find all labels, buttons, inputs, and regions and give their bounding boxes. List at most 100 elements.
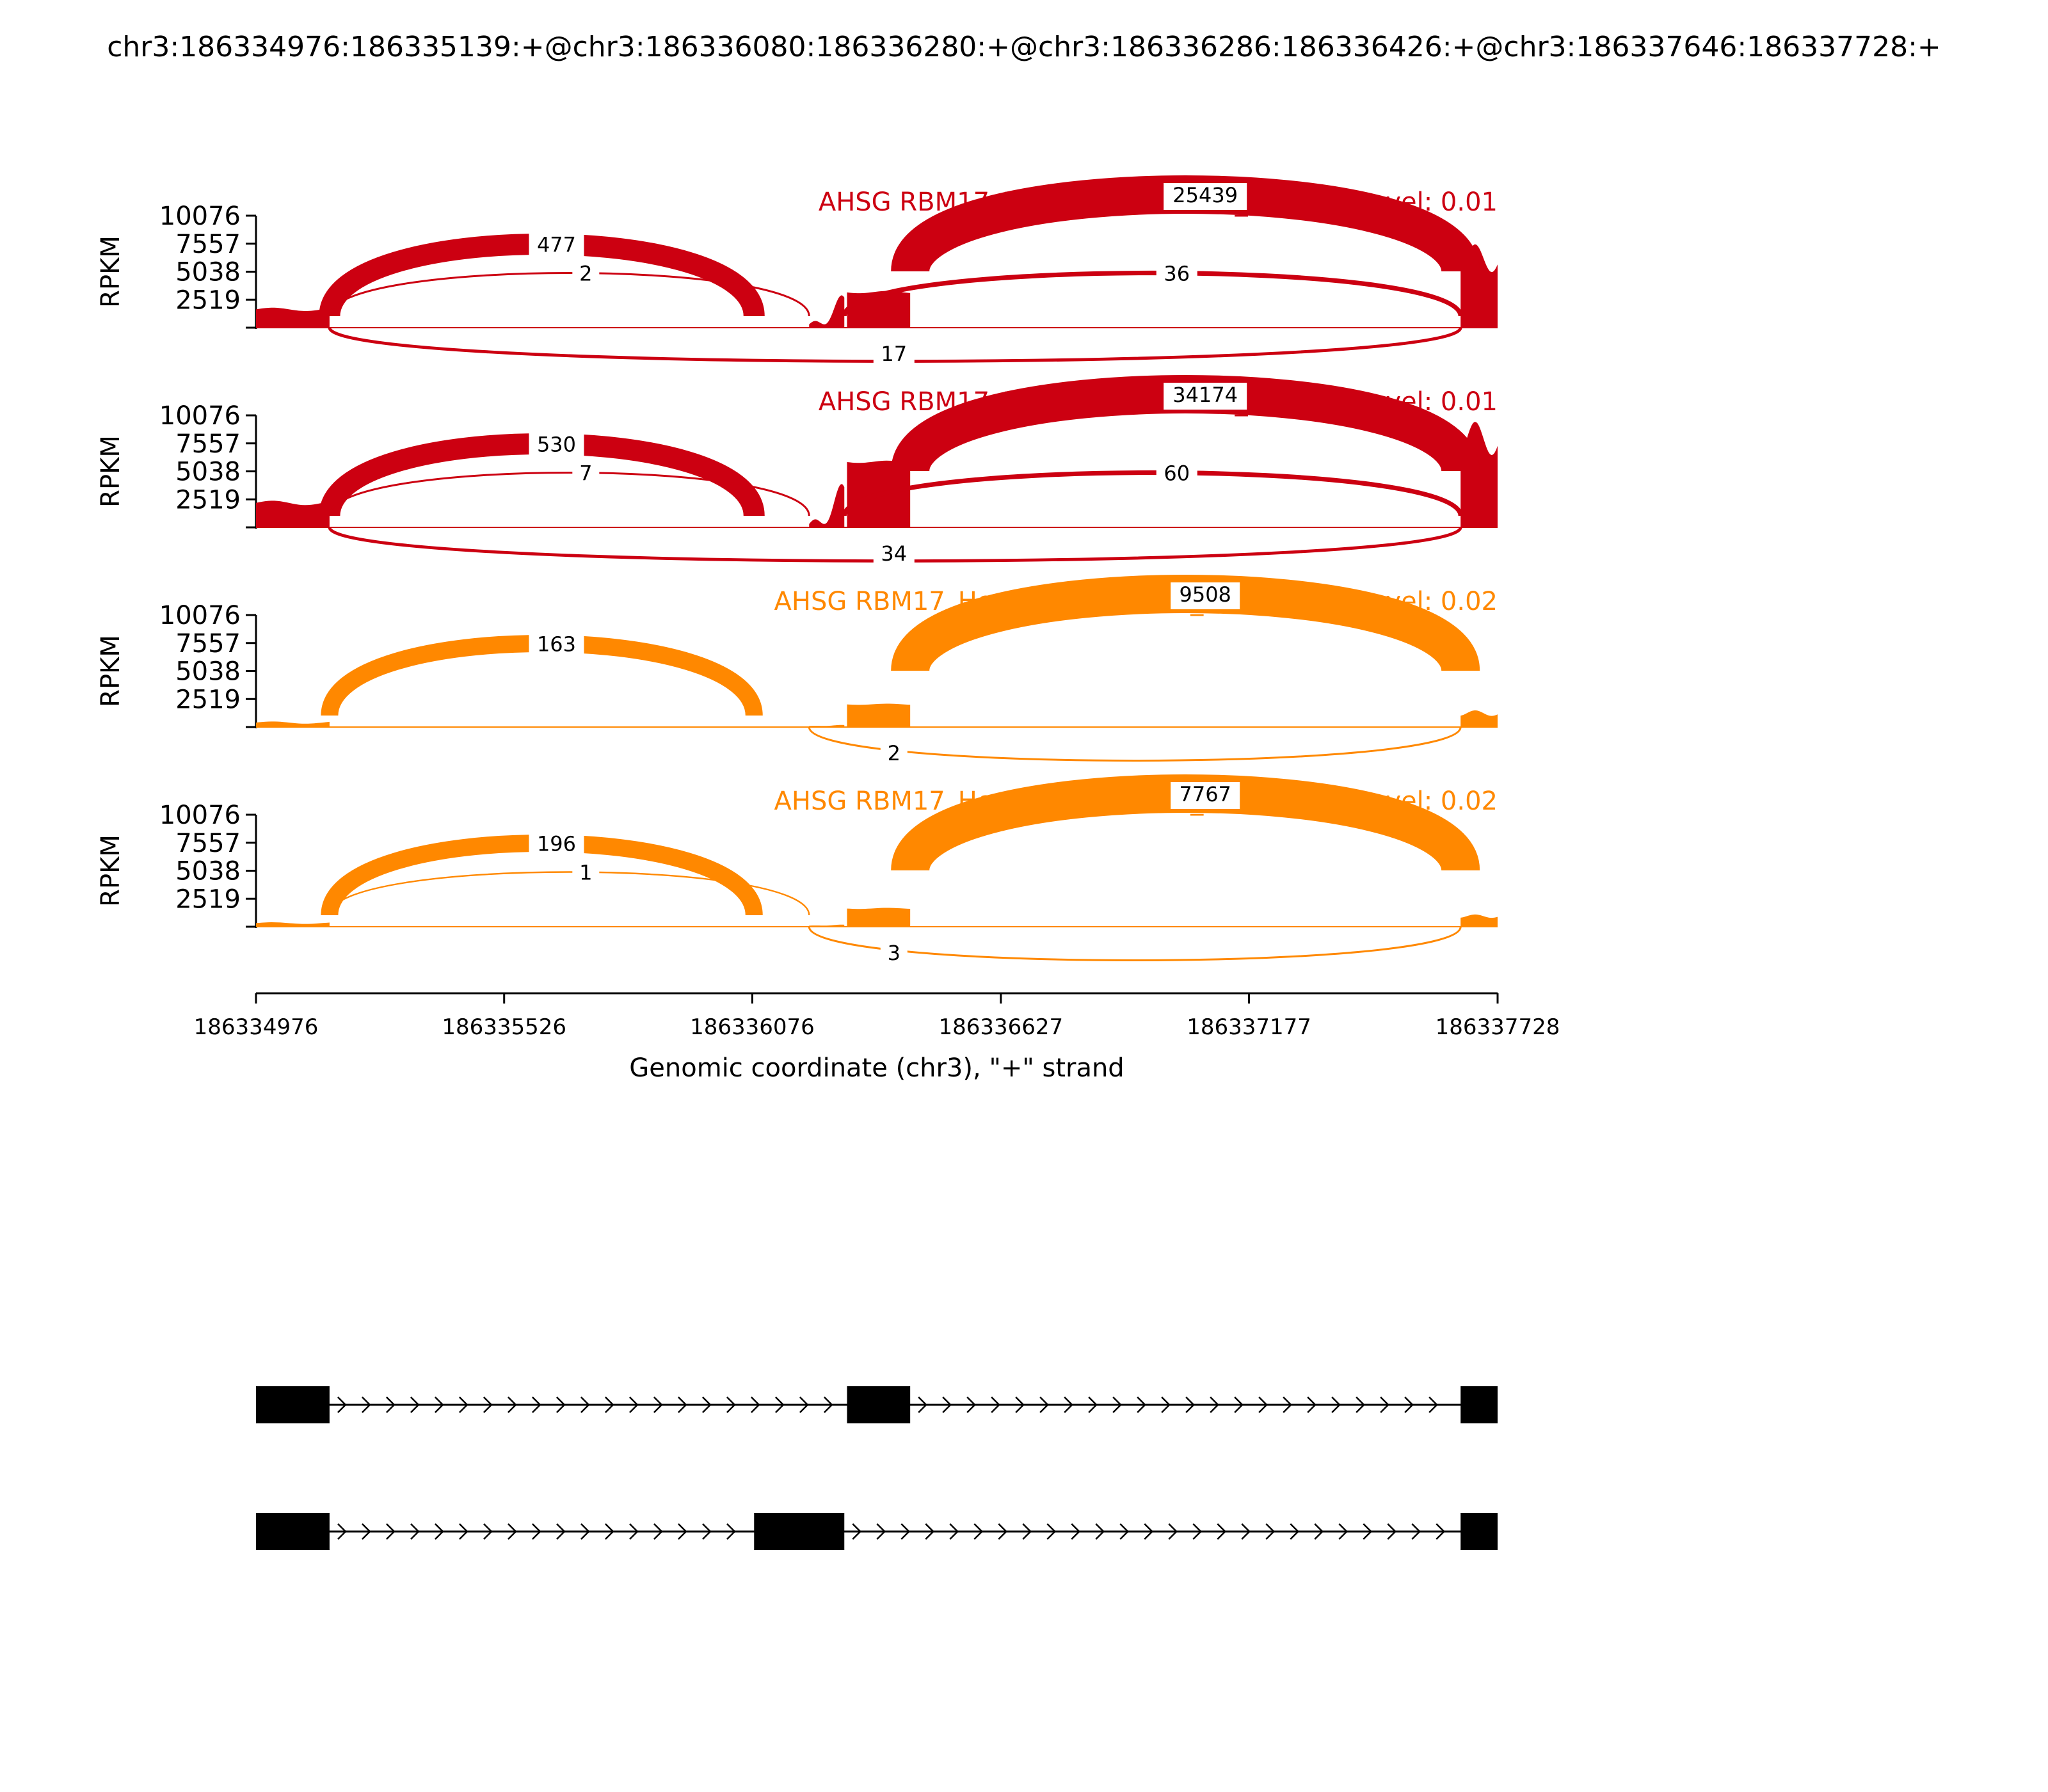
strand-arrow-icon	[362, 1523, 371, 1540]
strand-arrow-icon	[1258, 1396, 1268, 1413]
strand-arrow-icon	[1338, 1523, 1348, 1540]
strand-arrow-icon	[1387, 1523, 1397, 1540]
strand-arrow-icon	[1185, 1396, 1195, 1413]
coverage-block	[847, 908, 911, 927]
strand-arrow-icon	[653, 1396, 663, 1413]
strand-arrow-icon	[605, 1523, 614, 1540]
junction-label-bg	[1164, 383, 1247, 410]
junction-label: 34	[881, 541, 907, 566]
junction-label: 3	[888, 941, 900, 965]
strand-arrow-icon	[1168, 1523, 1178, 1540]
junction-label-bg	[873, 541, 915, 568]
strand-arrow-icon	[1217, 1523, 1227, 1540]
x-tick-label: 186336627	[939, 1014, 1064, 1040]
junction-label: 477	[537, 233, 576, 257]
coverage-block	[809, 295, 845, 328]
strand-arrow-icon	[337, 1396, 347, 1413]
strand-arrow-icon	[900, 1523, 911, 1540]
y-tick-label: 7557	[175, 629, 241, 659]
strand-arrow-icon	[1314, 1523, 1324, 1540]
y-tick-label: 5038	[175, 857, 241, 886]
strand-arrow-icon	[629, 1396, 639, 1413]
junction-arc	[842, 470, 1463, 516]
y-tick-label: 7557	[175, 429, 241, 459]
junction-label: 163	[537, 632, 576, 657]
strand-arrow-icon	[852, 1523, 862, 1540]
junction-label: 530	[537, 433, 576, 457]
coverage-block	[1460, 914, 1498, 927]
y-tick-label: 5038	[175, 657, 241, 687]
strand-arrow-icon	[1064, 1396, 1073, 1413]
x-tick-label: 186337728	[1436, 1014, 1560, 1040]
y-tick-label: 10076	[159, 801, 241, 830]
strand-arrow-icon	[508, 1523, 517, 1540]
x-tick-label: 186337177	[1187, 1014, 1311, 1040]
strand-arrow-icon	[1241, 1523, 1251, 1540]
strand-arrow-icon	[1039, 1396, 1049, 1413]
strand-arrow-icon	[1015, 1396, 1025, 1413]
strand-arrow-icon	[605, 1396, 614, 1413]
exon-block	[754, 1513, 845, 1550]
isoform	[256, 1386, 1498, 1423]
junction-arc	[328, 871, 810, 916]
strand-arrow-icon	[751, 1396, 760, 1413]
junction-arc	[328, 272, 810, 317]
coverage-block	[809, 724, 845, 727]
strand-arrow-icon	[1290, 1523, 1300, 1540]
coverage-block	[256, 721, 330, 727]
strand-arrow-icon	[1022, 1523, 1032, 1540]
y-axis-label: RPKM	[96, 835, 125, 907]
y-tick-label: 10076	[159, 202, 241, 231]
strand-arrow-icon	[799, 1396, 809, 1413]
x-axis: 186334976 186335526 186336076 186336627 1863…	[194, 992, 1560, 1040]
x-axis-label: Genomic coordinate (chr3), "+" strand	[629, 1053, 1124, 1083]
strand-arrow-icon	[998, 1523, 1008, 1540]
exon-block	[256, 1513, 330, 1550]
isoform	[256, 1513, 1498, 1550]
x-tick-label: 186334976	[194, 1014, 319, 1040]
strand-arrow-icon	[1307, 1396, 1316, 1413]
junction-label: 2	[579, 262, 592, 286]
y-axis-label: RPKM	[96, 435, 125, 508]
junction-label: 9508	[1179, 582, 1231, 607]
strand-arrow-icon	[1119, 1523, 1130, 1540]
strand-arrow-icon	[1331, 1396, 1341, 1413]
junction-label: 34174	[1172, 383, 1238, 407]
y-tick-label: 2519	[175, 485, 241, 515]
strand-arrow-icon	[966, 1396, 976, 1413]
strand-arrow-icon	[532, 1396, 541, 1413]
strand-arrow-icon	[702, 1396, 712, 1413]
y-tick-label: 7557	[175, 829, 241, 858]
exon-block	[1460, 1386, 1498, 1423]
junction-label-bg	[572, 261, 600, 289]
junction-label: 196	[537, 832, 576, 856]
y-axis-label: RPKM	[96, 236, 125, 308]
strand-arrow-icon	[1404, 1396, 1414, 1413]
coverage-block	[847, 703, 911, 727]
strand-arrow-icon	[459, 1523, 468, 1540]
strand-arrow-icon	[1363, 1523, 1373, 1540]
strand-arrow-icon	[876, 1523, 886, 1540]
strand-arrow-icon	[1234, 1396, 1244, 1413]
strand-arrow-icon	[386, 1396, 396, 1413]
strand-arrow-icon	[991, 1396, 1000, 1413]
strand-arrow-icon	[918, 1396, 927, 1413]
strand-arrow-icon	[1071, 1523, 1081, 1540]
y-tick-label: 5038	[175, 258, 241, 287]
strand-arrow-icon	[1088, 1396, 1098, 1413]
junction-label-bg	[529, 632, 584, 659]
junction-label-bg	[1164, 183, 1247, 210]
x-tick-label: 186336076	[690, 1014, 815, 1040]
junction-label-bg	[572, 461, 600, 488]
strand-arrow-icon	[1428, 1396, 1438, 1413]
junction-label-bg	[1171, 782, 1240, 809]
strand-arrow-icon	[1283, 1396, 1292, 1413]
strand-arrow-icon	[726, 1523, 736, 1540]
junction-label: 2	[888, 741, 900, 765]
strand-arrow-icon	[483, 1396, 493, 1413]
junction-label-bg	[873, 342, 915, 369]
